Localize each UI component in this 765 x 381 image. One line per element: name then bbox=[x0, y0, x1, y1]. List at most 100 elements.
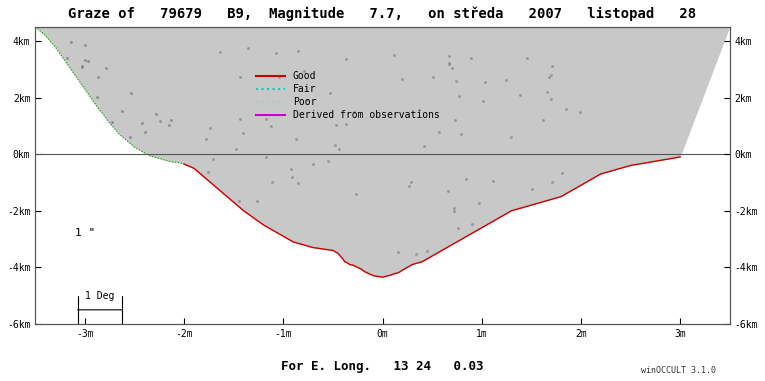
Point bbox=[477, 98, 490, 104]
Point bbox=[454, 131, 467, 137]
Point bbox=[392, 249, 405, 255]
Text: 1 Deg: 1 Deg bbox=[85, 291, 115, 301]
Point bbox=[79, 42, 91, 48]
Point bbox=[265, 123, 278, 130]
Point bbox=[545, 179, 558, 186]
Point bbox=[76, 64, 88, 70]
Point bbox=[541, 89, 553, 95]
Point bbox=[322, 158, 334, 164]
Point bbox=[340, 56, 353, 62]
Point bbox=[506, 134, 518, 140]
Point bbox=[350, 190, 362, 197]
Point bbox=[418, 142, 430, 149]
Point bbox=[207, 155, 220, 162]
Point bbox=[138, 130, 151, 136]
Point bbox=[329, 142, 341, 149]
Point bbox=[446, 65, 458, 71]
Point bbox=[234, 116, 246, 122]
Point bbox=[340, 121, 353, 127]
Legend: Good, Fair, Poor, Derived from observations: Good, Fair, Poor, Derived from observati… bbox=[252, 67, 444, 124]
Point bbox=[543, 74, 555, 80]
Point bbox=[448, 208, 460, 214]
Point bbox=[560, 106, 572, 112]
Point bbox=[307, 160, 319, 166]
Point bbox=[251, 198, 263, 204]
Point bbox=[426, 74, 438, 80]
Point bbox=[389, 52, 401, 58]
Point bbox=[347, 109, 360, 115]
Point bbox=[285, 174, 298, 181]
Point bbox=[410, 251, 422, 257]
Text: 1 ": 1 " bbox=[75, 228, 95, 239]
Point bbox=[402, 182, 415, 189]
Point bbox=[76, 63, 88, 69]
Point bbox=[537, 117, 549, 123]
Point bbox=[200, 136, 212, 142]
Point bbox=[432, 129, 444, 135]
Point bbox=[260, 154, 272, 160]
Point bbox=[545, 96, 557, 102]
Point bbox=[91, 94, 103, 101]
Point bbox=[545, 72, 557, 78]
Point bbox=[521, 55, 533, 61]
Point bbox=[124, 134, 136, 140]
Point bbox=[450, 78, 462, 84]
Point bbox=[465, 221, 477, 227]
Point bbox=[333, 146, 345, 152]
Point bbox=[465, 55, 477, 61]
Point bbox=[290, 136, 302, 142]
Point bbox=[412, 107, 425, 113]
Point bbox=[487, 178, 499, 184]
Point bbox=[213, 49, 226, 55]
Point bbox=[301, 97, 313, 103]
Point bbox=[452, 225, 464, 231]
Point bbox=[443, 61, 455, 67]
Point bbox=[443, 60, 455, 66]
Point bbox=[92, 74, 104, 80]
Point bbox=[204, 125, 216, 131]
Point bbox=[106, 118, 119, 125]
Point bbox=[237, 130, 249, 136]
Point bbox=[546, 64, 558, 70]
Point bbox=[442, 187, 454, 194]
Point bbox=[154, 118, 166, 125]
Point bbox=[514, 92, 526, 98]
Polygon shape bbox=[35, 27, 730, 277]
Point bbox=[298, 67, 310, 74]
Point bbox=[479, 79, 491, 85]
Point bbox=[421, 248, 433, 254]
Point bbox=[330, 122, 342, 128]
Point bbox=[116, 108, 129, 114]
Point bbox=[230, 146, 243, 152]
Point bbox=[82, 58, 94, 64]
Point bbox=[449, 117, 461, 123]
Point bbox=[460, 176, 472, 182]
Point bbox=[125, 90, 137, 96]
Point bbox=[163, 122, 175, 128]
Point bbox=[260, 116, 272, 122]
Text: winOCCULT 3.1.0: winOCCULT 3.1.0 bbox=[641, 366, 716, 375]
Point bbox=[61, 54, 73, 61]
Point bbox=[285, 166, 297, 172]
Point bbox=[150, 110, 162, 117]
Point bbox=[242, 45, 254, 51]
Point bbox=[555, 170, 568, 176]
Point bbox=[453, 93, 465, 99]
Point bbox=[270, 50, 282, 56]
Point bbox=[526, 186, 539, 192]
Text: For E. Long.   13 24   0.03: For E. Long. 13 24 0.03 bbox=[282, 360, 483, 373]
Point bbox=[474, 200, 486, 207]
Point bbox=[234, 74, 246, 80]
Point bbox=[442, 53, 454, 59]
Point bbox=[136, 120, 148, 126]
Point bbox=[405, 179, 418, 186]
Point bbox=[99, 65, 112, 71]
Point bbox=[79, 57, 91, 63]
Point bbox=[201, 169, 213, 175]
Point bbox=[164, 117, 177, 123]
Point bbox=[500, 77, 512, 83]
Point bbox=[448, 205, 460, 211]
Point bbox=[266, 179, 278, 185]
Title: Graze of   79679   B9,  Magnitude   7.7,   on středa   2007   listopad   28: Graze of 79679 B9, Magnitude 7.7, on stř… bbox=[68, 7, 697, 21]
Point bbox=[324, 90, 336, 96]
